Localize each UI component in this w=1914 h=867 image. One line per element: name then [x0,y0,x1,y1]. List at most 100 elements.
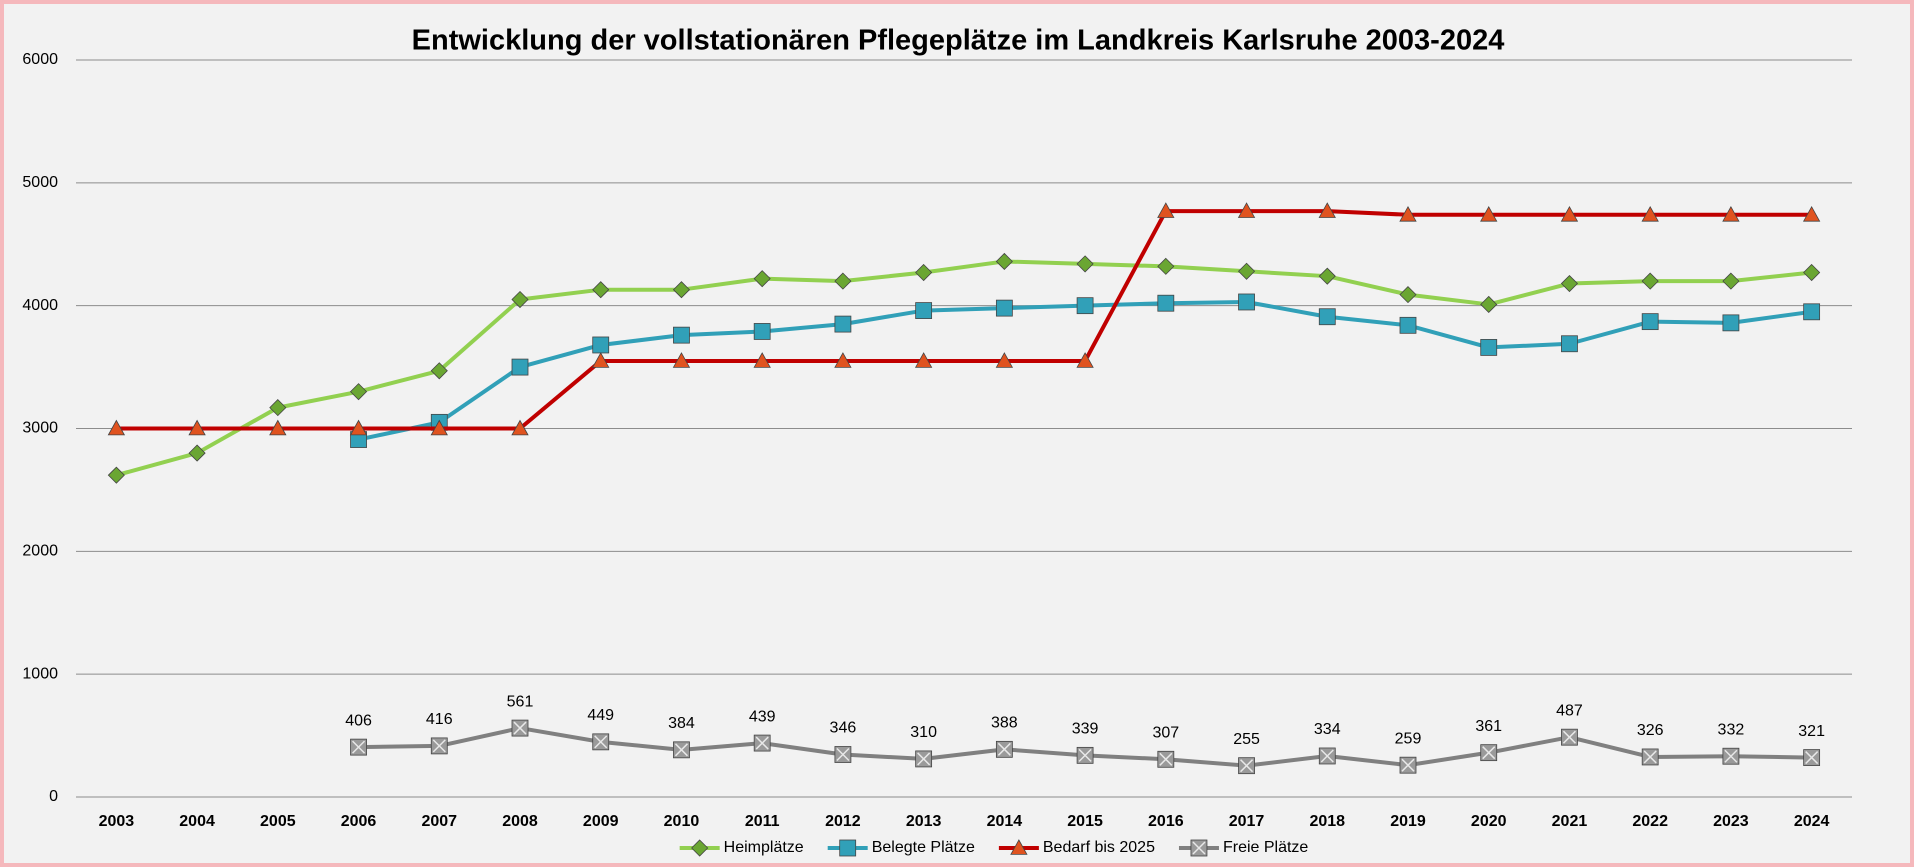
marker [1722,747,1740,765]
x-tick-label: 2006 [341,813,377,830]
marker [430,737,448,755]
x-tick-label: 2019 [1390,813,1426,830]
marker [1076,352,1094,368]
x-tick-label: 2014 [987,813,1023,830]
y-tick-label: 1000 [22,665,58,682]
data-label: 334 [1314,721,1341,738]
data-label: 259 [1395,730,1422,747]
legend-label: Freie Plätze [1223,839,1308,856]
data-label: 346 [830,720,857,737]
marker [1399,205,1417,222]
data-label: 416 [426,711,453,728]
marker [1318,202,1336,218]
y-tick-label: 2000 [22,543,58,560]
marker [1641,205,1659,222]
marker [1157,294,1175,312]
marker [915,750,933,768]
x-tick-label: 2007 [421,813,457,830]
marker [511,290,529,309]
marker [349,383,368,401]
background [4,4,1910,863]
data-label: 332 [1718,721,1745,738]
marker-cross [1562,730,1576,744]
marker [511,719,529,737]
x-tick-label: 2008 [502,813,538,830]
marker [107,419,126,436]
marker-body [673,326,690,344]
y-tick-label: 5000 [22,174,58,191]
marker [914,352,933,368]
marker [107,466,125,484]
x-tick-label: 2016 [1148,813,1184,830]
marker [1190,839,1208,857]
marker-cross [1805,751,1819,765]
marker-body [1399,316,1417,334]
marker-body [592,336,610,354]
marker [1561,335,1578,353]
marker [673,326,690,344]
marker [430,419,448,436]
marker-cross [997,742,1011,756]
marker [995,299,1013,317]
chart-title: Entwicklung der vollstationären Pflegepl… [412,25,1505,57]
marker [995,740,1013,758]
marker [1076,297,1094,315]
legend-label: Heimplätze [724,839,804,856]
data-label: 361 [1475,718,1502,735]
marker [1010,839,1028,855]
marker [188,419,206,436]
marker [430,362,448,380]
data-label: 406 [345,712,372,729]
marker-cross [1401,758,1415,772]
marker-cross [1482,746,1496,760]
marker-body [1076,297,1094,315]
marker [1157,257,1175,275]
marker-cross [1240,759,1254,773]
marker-body [915,302,933,319]
marker [1802,205,1821,222]
marker [1157,202,1175,218]
data-label: 321 [1798,723,1825,740]
marker-body [753,323,771,340]
marker [1722,205,1740,222]
marker [1803,303,1821,321]
x-tick-label: 2011 [745,813,780,830]
marker [995,352,1014,368]
data-label: 449 [587,707,614,724]
series-line [116,209,1812,431]
marker-cross [1724,749,1738,763]
marker [1318,747,1336,765]
marker [834,315,852,333]
data-label: 326 [1637,722,1664,739]
marker [915,302,933,319]
marker [269,399,287,417]
marker-body [1722,314,1740,332]
marker [691,839,709,857]
marker [1237,262,1256,280]
marker [269,419,287,436]
marker [1076,255,1094,273]
marker [839,839,857,857]
marker-body [511,358,529,376]
data-label: 388 [991,715,1018,732]
marker-cross [352,740,366,754]
marker [1157,750,1175,768]
y-tick-label: 3000 [22,420,58,437]
marker [592,336,610,354]
marker [1561,728,1578,746]
marker [592,352,610,368]
marker-body [1803,303,1821,321]
data-label: 310 [910,724,937,741]
marker-body [1157,294,1175,312]
marker [672,281,691,299]
marker [592,281,610,299]
marker-body [1480,339,1498,356]
marker [1803,263,1821,282]
legend: Heimplätze Belegte Plätze Bedarf bis 2025 F… [679,839,1308,857]
marker [1480,339,1498,356]
x-tick-label: 2018 [1309,813,1345,830]
marker-body [839,839,857,857]
legend-label: Belegte Plätze [872,839,975,856]
marker-cross [1078,748,1092,762]
